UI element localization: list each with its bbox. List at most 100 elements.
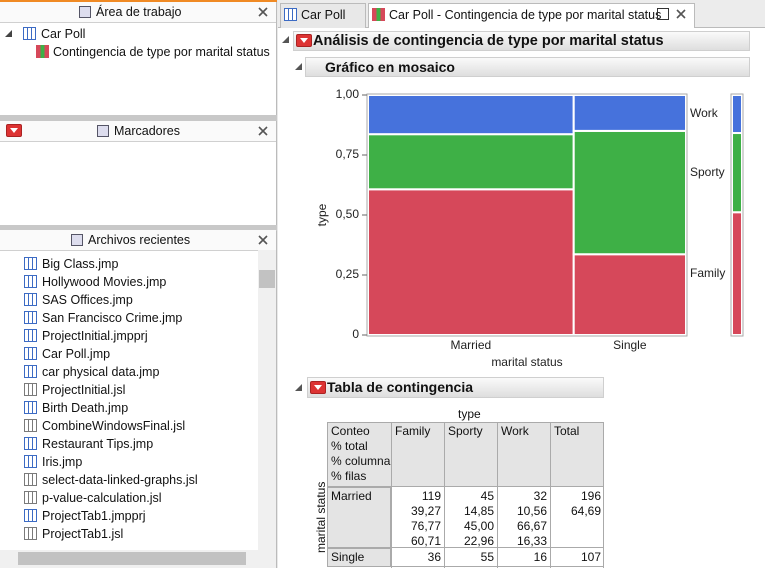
table-cell: 45,00 [463, 519, 494, 533]
tab-label[interactable]: Car Poll [301, 8, 346, 22]
mosaic-cell [572, 253, 687, 336]
file-icon [23, 27, 36, 40]
float-button[interactable] [657, 8, 669, 20]
outline-toggle[interactable] [295, 384, 302, 391]
tab-icon [372, 8, 385, 21]
close-button[interactable] [258, 235, 268, 245]
mosaic-cell [572, 129, 687, 256]
mosaic-cell [367, 133, 575, 191]
workspace-item[interactable]: Contingencia de type por marital status [53, 45, 270, 59]
mosaic-cell [572, 94, 687, 132]
file-icon [24, 347, 37, 360]
column-label: Total [554, 424, 580, 438]
recent-file[interactable]: SAS Offices.jmp [42, 293, 133, 307]
legend-label: Family [690, 266, 725, 280]
file-icon [24, 329, 37, 342]
recent-file[interactable]: San Francisco Crime.jmp [42, 311, 183, 325]
outline-toggle[interactable] [282, 36, 289, 43]
marginal-cell [731, 132, 743, 214]
col-divider [550, 422, 551, 568]
table-cell: 76,77 [410, 519, 441, 533]
stat-label: Conteo [331, 424, 370, 438]
recent-file[interactable]: p-value-calculation.jsl [42, 491, 162, 505]
table-cell: 16,33 [516, 534, 547, 548]
recent-file[interactable]: Hollywood Movies.jmp [42, 275, 167, 289]
outline-toggle[interactable] [295, 63, 302, 70]
recent-file[interactable]: Restaurant Tips.jmp [42, 437, 154, 451]
file-icon [24, 491, 37, 504]
outline-bar [293, 31, 750, 51]
recent-file[interactable]: Iris.jmp [42, 455, 83, 469]
table-cell: 45 [480, 489, 494, 503]
panel-header [0, 121, 276, 142]
col-divider [497, 422, 498, 568]
recent-file[interactable]: car physical data.jmp [42, 365, 160, 379]
table-cell: 39,27 [410, 504, 441, 518]
recent-file[interactable]: Birth Death.jmp [42, 401, 129, 415]
scroll-thumb[interactable] [18, 552, 246, 565]
recent-file[interactable]: Car Poll.jmp [42, 347, 111, 361]
panel-title: Área de trabajo [96, 5, 182, 19]
file-icon [24, 257, 37, 270]
close-button[interactable] [676, 9, 686, 19]
dropdown-button[interactable] [6, 124, 22, 137]
y-tick-label: 1,00 [336, 87, 360, 101]
table-header [327, 422, 604, 487]
file-icon [24, 365, 37, 378]
table-cell: 107 [580, 550, 601, 564]
file-icon [24, 509, 37, 522]
plot-layer: Married Single 0 0,25 0,50 0,75 1,00 type marita… [315, 87, 744, 369]
recent-file[interactable]: ProjectInitial.jsl [42, 383, 126, 397]
marginal-cell [731, 211, 743, 336]
panel-icon [71, 234, 83, 246]
dropdown-button[interactable] [296, 34, 312, 47]
file-icon [24, 437, 37, 450]
outline-bar [305, 57, 750, 77]
panel-title: Archivos recientes [88, 233, 191, 247]
file-icon [24, 275, 37, 288]
close-button[interactable] [258, 126, 268, 136]
vertical-scrollbar[interactable] [258, 250, 276, 550]
outline-bar [307, 377, 604, 398]
stat-label: % total [331, 439, 368, 453]
splitter [0, 225, 277, 231]
recent-file[interactable]: ProjectTab1.jsl [42, 527, 124, 541]
table-cell: 32 [533, 489, 547, 503]
table-cell: 64,69 [570, 504, 601, 518]
file-icon [24, 383, 37, 396]
tab-label[interactable]: Car Poll - Contingencia de type por mari… [389, 8, 662, 22]
recent-file[interactable]: select-data-linked-graphs.jsl [42, 473, 198, 487]
dropdown-arrow [314, 385, 322, 390]
table-cell: 22,96 [463, 534, 494, 548]
tree-toggle[interactable] [5, 30, 12, 37]
recent-file[interactable]: ProjectTab1.jmpprj [42, 509, 146, 523]
scroll-thumb[interactable] [259, 270, 275, 288]
splitter [0, 115, 277, 121]
recent-file[interactable]: CombineWindowsFinal.jsl [42, 419, 186, 433]
dropdown-button[interactable] [310, 381, 326, 394]
outline-title: Gráfico en mosaico [325, 59, 455, 75]
table-cell: 66,67 [516, 519, 547, 533]
y-tick-label: 0,25 [336, 267, 360, 281]
row-label: Married [331, 489, 372, 503]
tab[interactable] [368, 3, 695, 28]
recent-file[interactable]: Big Class.jmp [42, 257, 119, 271]
recent-file[interactable]: ProjectInitial.jmpprj [42, 329, 148, 343]
mosaic-cell [367, 94, 575, 136]
column-label: Sporty [448, 424, 483, 438]
file-icon [24, 293, 37, 306]
project-name[interactable]: Car Poll [41, 27, 86, 41]
row-label: Single [331, 550, 365, 564]
file-icon [24, 419, 37, 432]
column-label: Family [395, 424, 431, 438]
row-label-cell [327, 487, 391, 548]
panel-title: Marcadores [114, 124, 180, 138]
column-header: type [458, 407, 481, 421]
outline-title: Tabla de contingencia [327, 379, 473, 395]
close-button[interactable] [258, 7, 268, 17]
row-header: marital status [314, 481, 328, 553]
table-cell: 55 [480, 550, 494, 564]
file-icon [24, 455, 37, 468]
